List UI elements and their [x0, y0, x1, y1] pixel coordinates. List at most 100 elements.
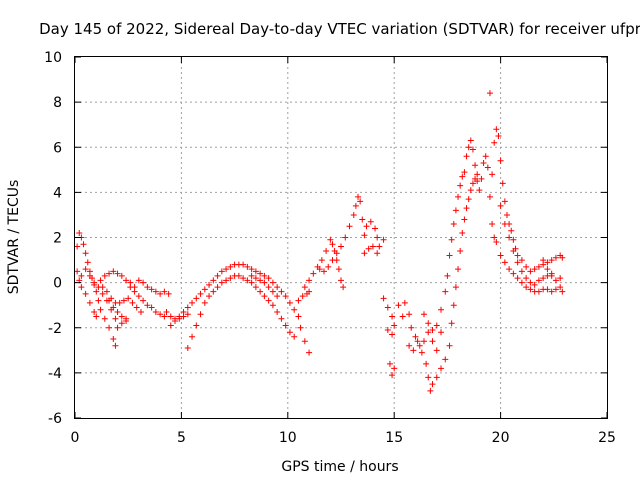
data-point — [501, 198, 508, 205]
data-point — [455, 266, 462, 273]
data-point — [527, 279, 534, 286]
data-point — [218, 268, 225, 275]
data-point — [86, 299, 93, 306]
data-point — [448, 236, 455, 243]
data-point — [469, 146, 476, 153]
data-point — [106, 270, 113, 277]
data-point — [367, 218, 374, 225]
data-point — [133, 304, 140, 311]
data-point — [438, 365, 445, 372]
data-point — [167, 313, 174, 320]
data-point — [467, 187, 474, 194]
data-point — [176, 315, 183, 322]
data-point — [131, 284, 138, 291]
plot-frame — [74, 56, 608, 419]
data-point — [497, 157, 504, 164]
data-point — [252, 268, 259, 275]
data-point — [495, 132, 502, 139]
data-point — [363, 223, 370, 230]
data-point — [295, 297, 302, 304]
data-point — [433, 347, 440, 354]
data-point — [261, 279, 268, 286]
data-point — [274, 293, 281, 300]
data-point — [93, 313, 100, 320]
data-point — [214, 284, 221, 291]
y-tick-label: 0 — [53, 276, 62, 292]
data-point — [433, 322, 440, 329]
data-point — [389, 313, 396, 320]
data-point — [295, 313, 302, 320]
data-point — [201, 299, 208, 306]
data-point — [223, 266, 230, 273]
data-point — [99, 284, 106, 291]
data-point — [380, 236, 387, 243]
x-tick-label: 20 — [492, 430, 510, 446]
data-point — [491, 139, 498, 146]
data-point — [163, 308, 170, 315]
data-point — [540, 257, 547, 264]
data-point — [463, 205, 470, 212]
data-point — [165, 290, 172, 297]
data-point — [80, 241, 87, 248]
data-point — [461, 169, 468, 176]
data-point — [193, 295, 200, 302]
data-point — [278, 315, 285, 322]
data-point — [125, 295, 132, 302]
data-point — [527, 268, 534, 275]
data-point — [406, 342, 413, 349]
data-point — [544, 266, 551, 273]
data-point — [518, 257, 525, 264]
data-point — [316, 266, 323, 273]
data-point — [459, 173, 466, 180]
data-point — [118, 320, 125, 327]
data-point — [129, 299, 136, 306]
data-point — [384, 304, 391, 311]
data-point — [559, 288, 566, 295]
data-point — [310, 270, 317, 277]
data-point — [74, 268, 81, 275]
data-point — [297, 324, 304, 331]
data-point — [352, 202, 359, 209]
data-point — [346, 223, 353, 230]
y-tick-label: 4 — [53, 185, 62, 201]
data-point — [248, 266, 255, 273]
data-point — [510, 248, 517, 255]
data-point — [197, 290, 204, 297]
data-point — [274, 308, 281, 315]
y-axis-label: SDTVAR / TECUs — [6, 180, 22, 295]
data-point — [518, 268, 525, 275]
data-point — [391, 365, 398, 372]
data-point — [544, 286, 551, 293]
data-point — [527, 286, 534, 293]
data-point — [338, 243, 344, 250]
data-point — [463, 153, 470, 160]
data-point — [327, 236, 334, 243]
data-point — [497, 202, 504, 209]
x-tick-label: 5 — [177, 430, 186, 446]
data-point — [101, 315, 108, 322]
data-point — [227, 263, 234, 270]
data-point — [472, 162, 479, 169]
data-point — [137, 308, 144, 315]
data-point — [123, 277, 130, 284]
chart-title: Day 145 of 2022, Sidereal Day-to-day VTE… — [39, 20, 640, 38]
data-point — [135, 293, 142, 300]
data-point — [514, 259, 521, 266]
data-point — [455, 193, 462, 200]
data-point — [265, 297, 272, 304]
data-point — [261, 272, 268, 279]
data-point — [103, 288, 110, 295]
data-point — [282, 322, 289, 329]
data-point — [210, 288, 217, 295]
data-point — [291, 333, 298, 340]
data-point — [531, 266, 538, 273]
data-point — [467, 137, 474, 144]
data-point — [391, 322, 398, 329]
data-point — [82, 266, 89, 273]
data-point — [227, 275, 234, 282]
x-tick-label: 15 — [385, 430, 403, 446]
data-point — [78, 284, 85, 291]
data-point — [501, 220, 508, 227]
data-point — [444, 272, 451, 279]
